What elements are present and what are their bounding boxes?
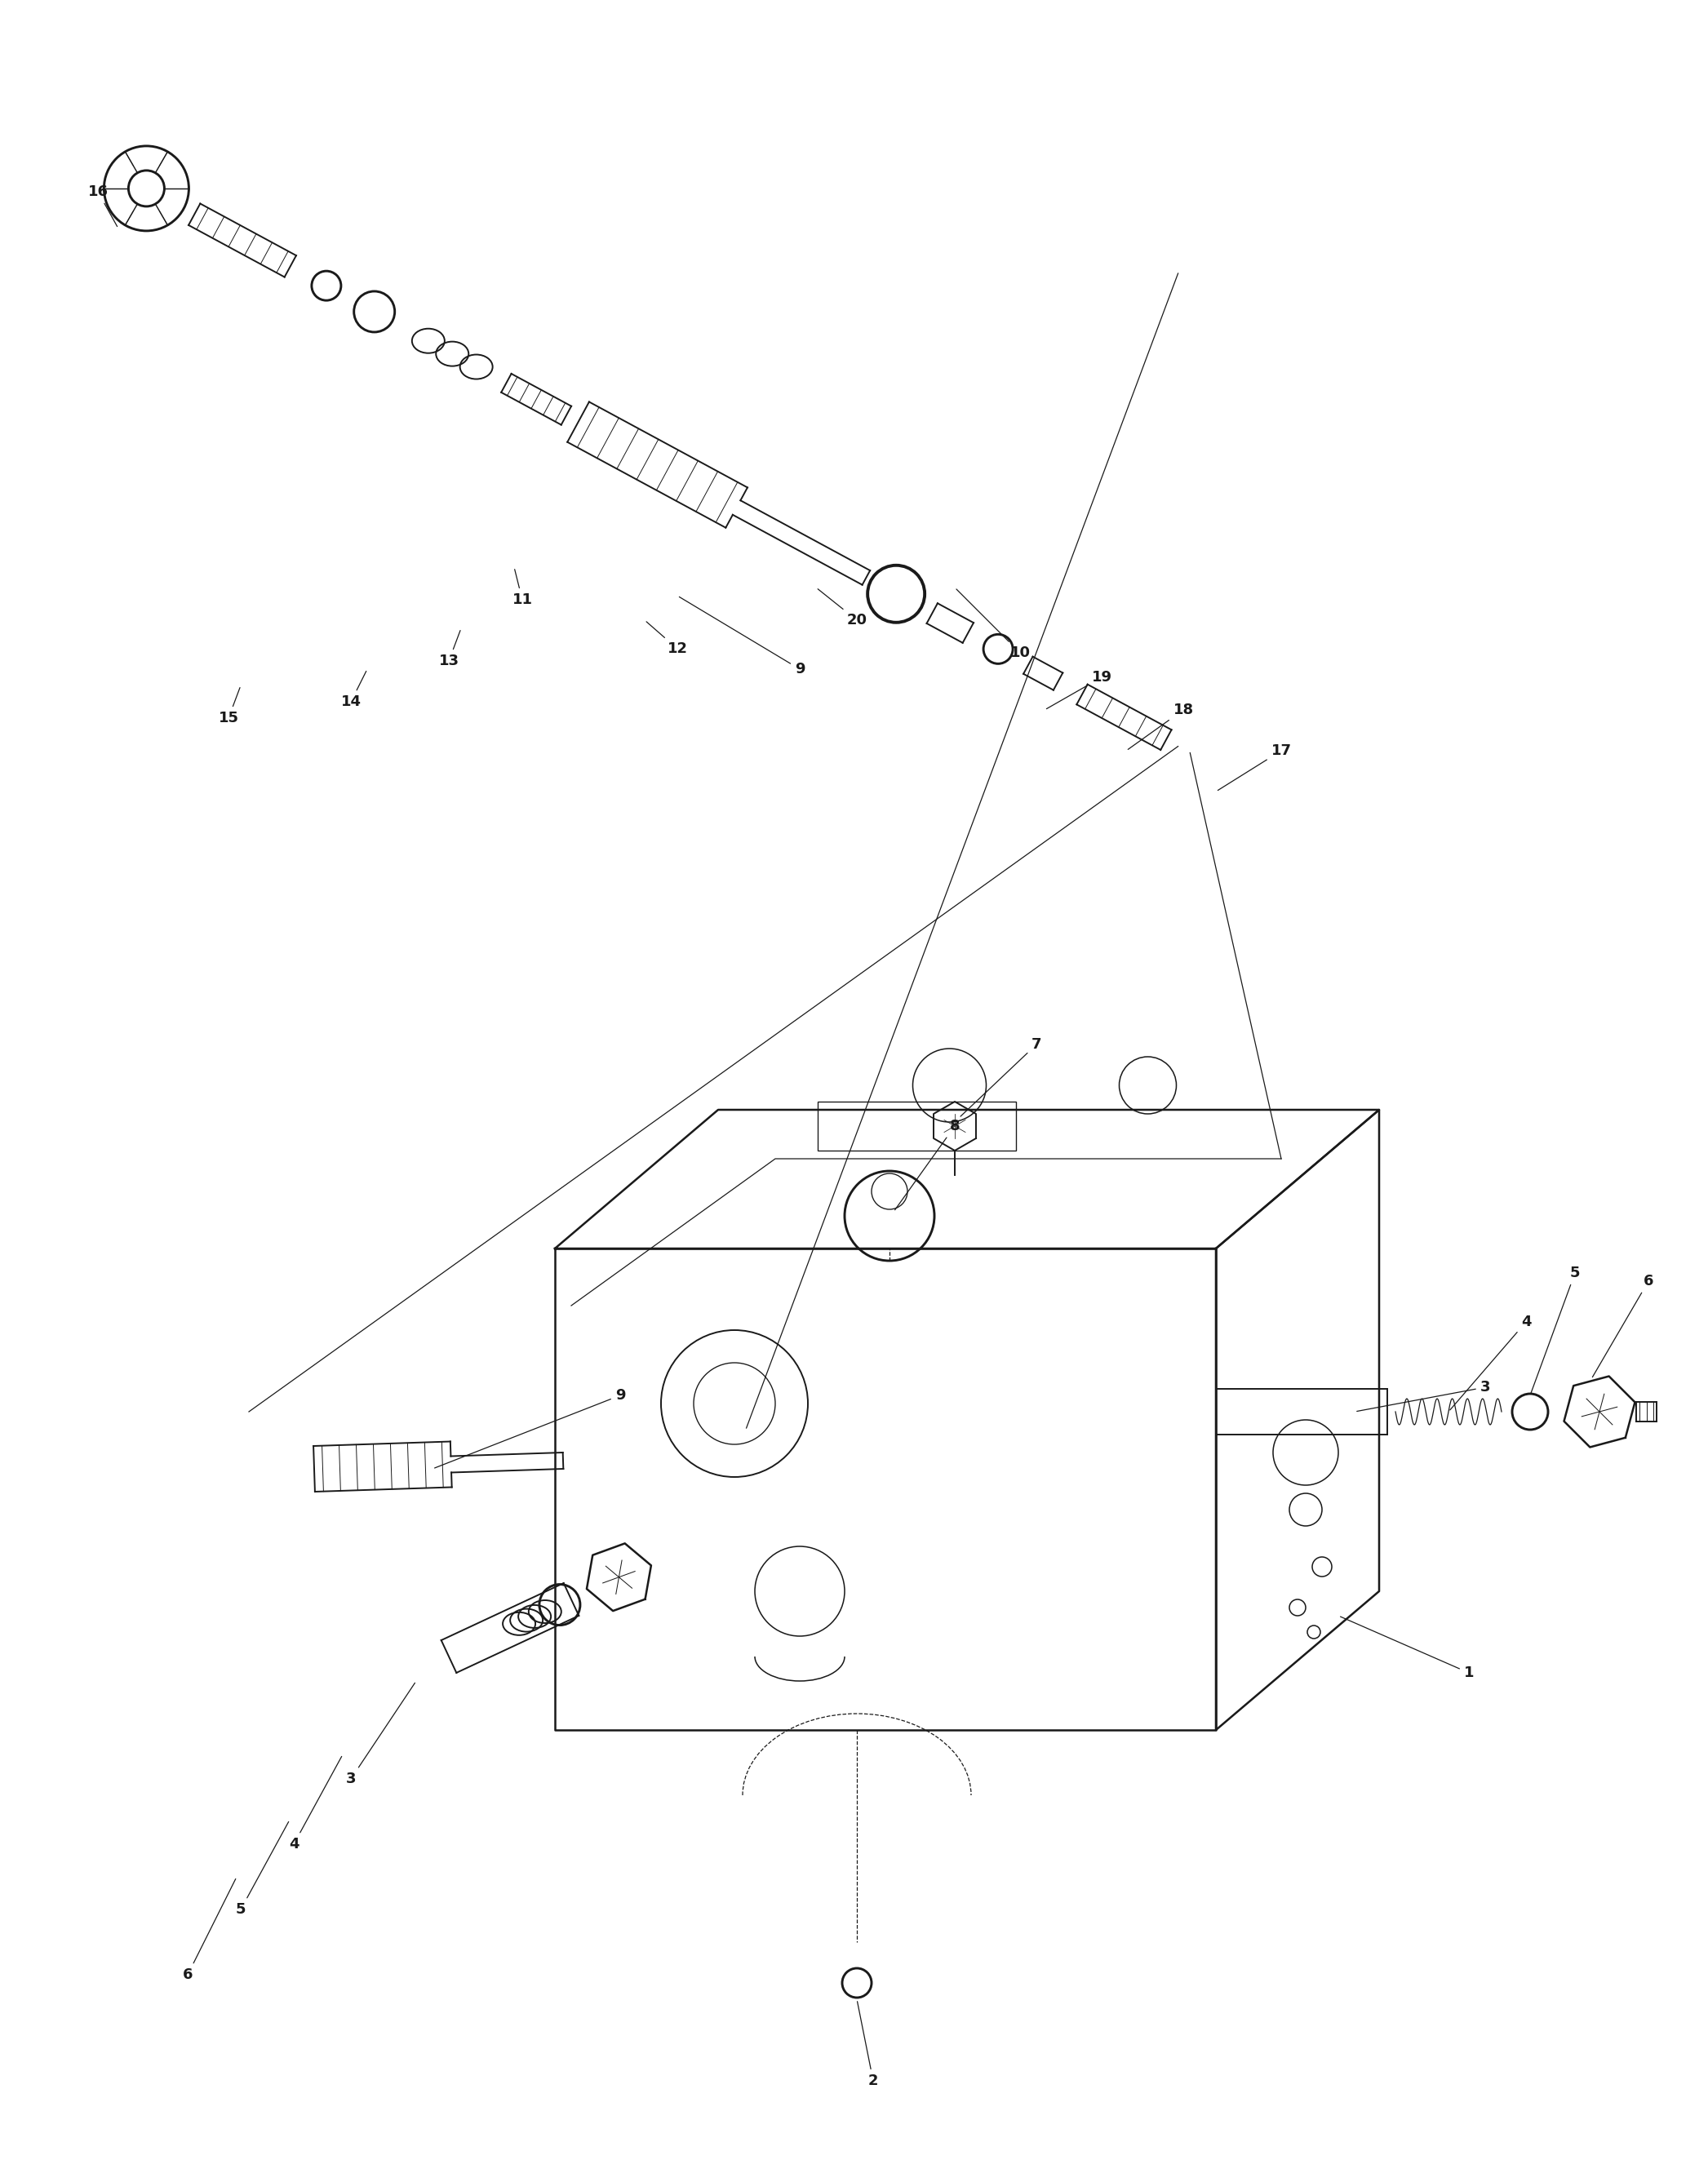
- Text: 4: 4: [1450, 1315, 1530, 1410]
- Text: 3: 3: [1356, 1380, 1491, 1410]
- Text: 2: 2: [857, 2002, 878, 2089]
- Text: 15: 15: [219, 687, 239, 726]
- Text: 5: 5: [236, 1821, 289, 1916]
- Text: 13: 13: [439, 631, 459, 667]
- Text: 9: 9: [680, 596, 804, 676]
- Text: 11: 11: [512, 570, 533, 607]
- Text: 9: 9: [434, 1389, 625, 1469]
- Text: 6: 6: [1592, 1274, 1653, 1378]
- Text: 5: 5: [1530, 1266, 1580, 1393]
- Text: 14: 14: [340, 672, 366, 708]
- Text: 8: 8: [895, 1119, 960, 1210]
- Text: 4: 4: [289, 1756, 342, 1851]
- Text: 19: 19: [1047, 670, 1112, 708]
- Text: 10: 10: [956, 590, 1030, 661]
- Text: 12: 12: [646, 622, 688, 657]
- Text: 6: 6: [183, 1879, 236, 1983]
- Text: 16: 16: [87, 184, 118, 227]
- Text: 20: 20: [818, 590, 868, 629]
- Text: 1: 1: [1341, 1616, 1474, 1680]
- Text: 3: 3: [345, 1683, 415, 1786]
- Text: 17: 17: [1218, 743, 1291, 791]
- Text: 18: 18: [1127, 702, 1194, 750]
- Text: 7: 7: [960, 1037, 1042, 1117]
